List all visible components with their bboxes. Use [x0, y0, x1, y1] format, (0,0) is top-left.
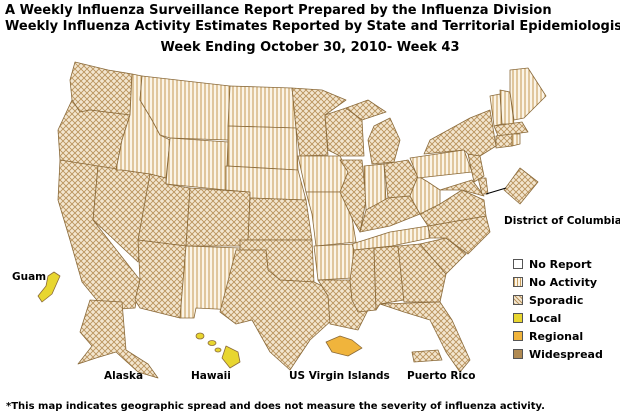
state-south-carolina: [419, 237, 467, 275]
state-maryland: [439, 179, 485, 197]
state-arkansas: [313, 243, 355, 281]
legend-item-sporadic: Sporadic: [513, 291, 603, 309]
state-new-york: [423, 109, 497, 157]
legend-label: No Report: [529, 257, 592, 271]
state-colorado: [185, 187, 251, 247]
label-alaska: Alaska: [104, 370, 143, 382]
footnote: *This map indicates geographic spread an…: [6, 401, 545, 412]
legend: No Report No Activity Sporadic Local Reg…: [513, 255, 603, 363]
title-line-2: Weekly Influenza Activity Estimates Repo…: [5, 19, 620, 34]
territory-guam: [37, 271, 61, 303]
state-illinois: [339, 159, 367, 233]
state-texas: [219, 249, 333, 371]
legend-label: Widespread: [529, 347, 603, 361]
label-usvi: US Virgin Islands: [289, 370, 390, 382]
state-south-dakota: [227, 125, 299, 171]
state-florida: [379, 301, 471, 373]
legend-item-widespread: Widespread: [513, 345, 603, 363]
state-mississippi: [349, 247, 377, 313]
legend-swatch-no-report: [513, 259, 523, 269]
title-line-1: A Weekly Influenza Surveillance Report P…: [5, 3, 552, 18]
state-wyoming: [165, 137, 229, 191]
legend-swatch-local: [513, 313, 523, 323]
legend-item-regional: Regional: [513, 327, 603, 345]
legend-label: Local: [529, 311, 562, 325]
state-georgia: [397, 243, 447, 303]
territory-usvi: [325, 335, 363, 357]
label-hawaii: Hawaii: [191, 370, 231, 382]
state-alaska: [77, 299, 159, 379]
state-massachusetts: [493, 121, 529, 137]
legend-swatch-widespread: [513, 349, 523, 359]
state-arizona: [134, 239, 187, 319]
legend-label: No Activity: [529, 275, 598, 289]
state-pennsylvania: [409, 149, 473, 179]
state-kansas: [247, 197, 313, 241]
state-alabama: [373, 245, 405, 311]
state-washington: [69, 61, 133, 116]
state-michigan-up: [345, 99, 387, 121]
dc-pointer: [485, 187, 507, 195]
label-dc: District of Columbia: [504, 215, 620, 227]
legend-item-no-report: No Report: [513, 255, 603, 273]
label-guam: Guam: [12, 271, 46, 283]
state-maine: [509, 67, 547, 121]
state-michigan: [367, 117, 401, 165]
state-dc-inset: [503, 167, 539, 205]
week-label: Week Ending October 30, 2010- Week 43: [160, 40, 460, 55]
territory-puerto-rico: [411, 349, 443, 363]
state-hawaii: [195, 332, 241, 369]
legend-swatch-sporadic: [513, 295, 523, 305]
legend-item-local: Local: [513, 309, 603, 327]
legend-swatch-regional: [513, 331, 523, 341]
state-north-dakota: [227, 85, 297, 129]
state-connecticut: [495, 133, 513, 149]
state-rhode-island: [511, 133, 521, 147]
legend-swatch-no-activity: [513, 277, 523, 287]
label-puerto-rico: Puerto Rico: [407, 370, 475, 382]
legend-label: Regional: [529, 329, 584, 343]
state-delaware: [477, 177, 489, 195]
legend-item-no-activity: No Activity: [513, 273, 603, 291]
legend-label: Sporadic: [529, 293, 584, 307]
